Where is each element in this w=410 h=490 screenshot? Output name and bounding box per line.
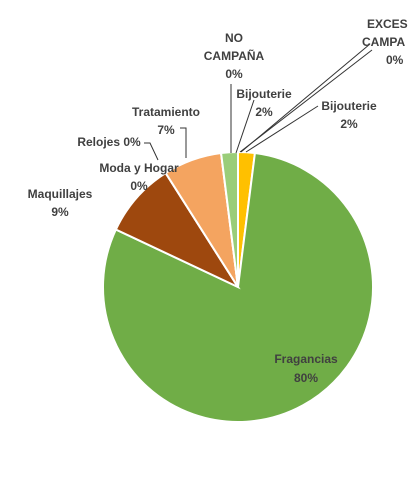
leader-line-tratamiento xyxy=(180,127,187,158)
label-maquillajes-value: 9% xyxy=(51,205,69,219)
label-fragancias-name: Fragancias xyxy=(274,352,338,366)
pie-slices xyxy=(102,150,374,423)
label-bijouterie1-value: 2% xyxy=(255,105,273,119)
label-maquillajes-name: Maquillajes xyxy=(28,187,93,201)
label-moda-value: 0% xyxy=(130,179,148,193)
label-fragancias-value: 80% xyxy=(294,371,318,385)
leader-lines xyxy=(144,43,373,161)
label-relojes: Relojes 0% xyxy=(77,135,141,149)
leader-line-bijouterie2 xyxy=(245,105,319,153)
leader-line-exces-2 xyxy=(239,49,373,153)
leader-line-bijouterie1 xyxy=(235,99,255,154)
label-exces-value: 0% xyxy=(386,53,404,67)
label-bijouterie2-name: Bijouterie xyxy=(321,99,377,113)
label-exces-line2: CAMPA xyxy=(362,35,405,49)
label-exces-line1: EXCES xyxy=(367,17,408,31)
label-bijouterie2-value: 2% xyxy=(340,117,358,131)
label-nocampana-value: 0% xyxy=(225,67,243,81)
label-bijouterie1-name: Bijouterie xyxy=(236,87,292,101)
label-tratamiento-value: 7% xyxy=(157,123,175,137)
label-nocampana-line2: CAMPAÑA xyxy=(204,48,265,63)
label-moda-name: Moda y Hogar xyxy=(99,161,179,175)
label-nocampana-line1: NO xyxy=(225,31,243,45)
label-tratamiento-name: Tratamiento xyxy=(132,105,200,119)
leader-line-relojes xyxy=(144,142,159,161)
